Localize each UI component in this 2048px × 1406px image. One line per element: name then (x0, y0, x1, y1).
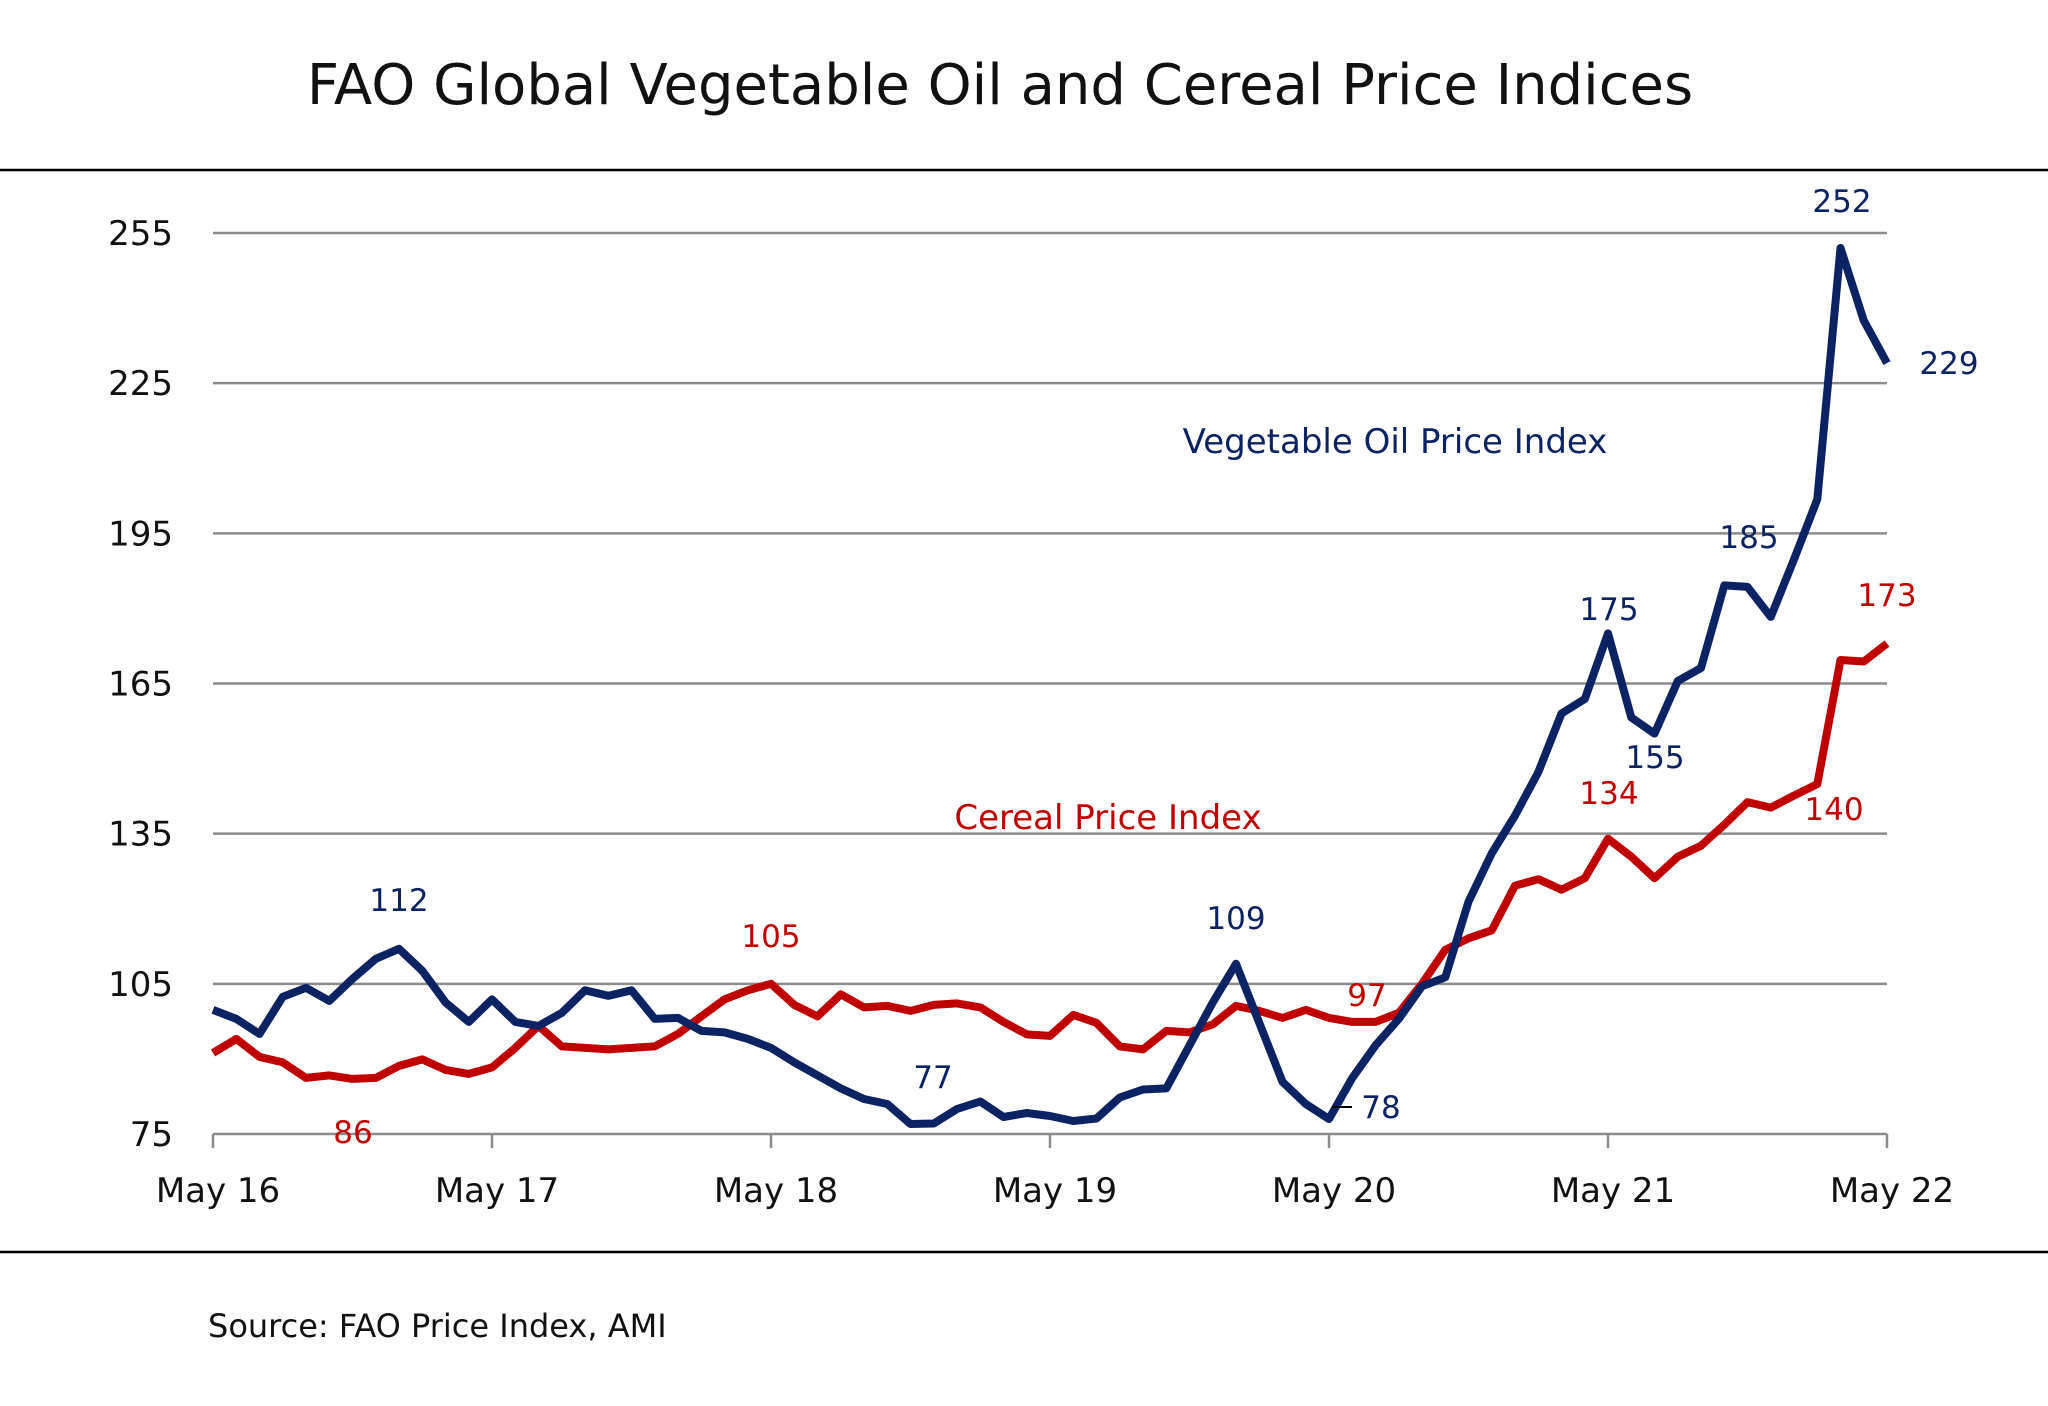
y-tick-label: 195 (108, 514, 173, 554)
data-label-veg-252: 252 (1812, 184, 1871, 220)
x-tick-label: May 18 (714, 1171, 838, 1211)
x-tick-label: May 19 (993, 1171, 1117, 1211)
y-tick-label: 75 (130, 1115, 173, 1155)
x-tick-label: May 22 (1830, 1171, 1954, 1211)
y-tick-label: 225 (108, 364, 173, 404)
data-label-veg-109: 109 (1206, 901, 1265, 937)
data-label-veg-112: 112 (369, 883, 428, 919)
data-label-veg-229: 229 (1919, 346, 1978, 382)
gridlines (213, 231, 1887, 1136)
x-axis: May 16 May 17 May 18 May 19 May 20 May 21 May … (156, 1134, 1954, 1211)
x-tick-label: May 17 (435, 1171, 559, 1211)
data-label-veg-175: 175 (1579, 592, 1638, 628)
data-label-veg-78: 78 (1361, 1090, 1400, 1126)
data-label-cereal-134: 134 (1579, 776, 1638, 812)
data-label-cereal-86: 86 (333, 1115, 372, 1151)
y-axis: 75 105 135 165 195 225 255 (108, 214, 173, 1155)
y-tick-label: 165 (108, 665, 173, 705)
data-label-cereal-97: 97 (1347, 978, 1386, 1014)
x-tick-label: May 21 (1551, 1171, 1675, 1211)
series-lines (210, 244, 1891, 1128)
data-label-cereal-105: 105 (741, 919, 800, 955)
data-label-cereal-173: 173 (1857, 578, 1916, 614)
data-label-veg-77: 77 (913, 1060, 952, 1096)
y-tick-label: 255 (108, 214, 173, 254)
data-labels: 112 77 109 78 175 155 185 252 229 86 105… (333, 184, 1978, 1151)
data-label-cereal-140: 140 (1804, 792, 1863, 828)
series-label-vegetable-oil: Vegetable Oil Price Index (1183, 422, 1608, 462)
x-tick-label: May 20 (1272, 1171, 1396, 1211)
data-label-veg-155: 155 (1625, 740, 1684, 776)
y-tick-label: 105 (108, 965, 173, 1005)
series-label-cereal: Cereal Price Index (954, 798, 1261, 838)
data-label-veg-185: 185 (1719, 520, 1778, 556)
chart-title: FAO Global Vegetable Oil and Cereal Pric… (307, 53, 1693, 118)
source-note: Source: FAO Price Index, AMI (208, 1307, 667, 1345)
vegetable-oil-line (211, 244, 1891, 1128)
x-tick-label: May 16 (156, 1171, 280, 1211)
y-tick-label: 135 (108, 815, 173, 855)
cereal-line (210, 640, 1890, 1083)
